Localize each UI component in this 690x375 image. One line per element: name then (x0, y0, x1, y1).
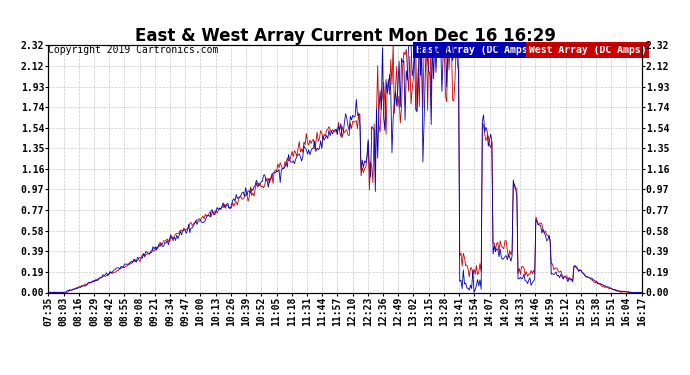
Text: Copyright 2019 Cartronics.com: Copyright 2019 Cartronics.com (48, 45, 219, 55)
Title: East & West Array Current Mon Dec 16 16:29: East & West Array Current Mon Dec 16 16:… (135, 27, 555, 45)
Text: West Array (DC Amps): West Array (DC Amps) (529, 45, 647, 55)
Text: East Array (DC Amps): East Array (DC Amps) (416, 45, 533, 55)
